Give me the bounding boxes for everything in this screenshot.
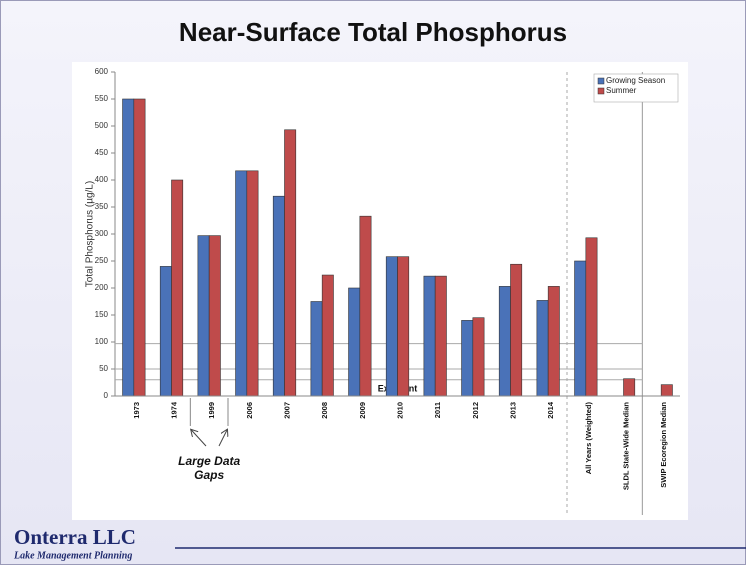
bar (246, 170, 259, 397)
gap-arrow (218, 430, 227, 447)
bar (385, 256, 398, 397)
y-tick-label: 350 (95, 202, 109, 211)
company-name: Onterra LLC (14, 525, 136, 549)
y-tick-label: 400 (95, 175, 109, 184)
bar (359, 215, 372, 397)
bar (574, 260, 587, 397)
bar (461, 320, 474, 397)
bar (122, 98, 135, 397)
x-tick-label: 2012 (471, 402, 480, 419)
bar (397, 256, 410, 397)
bar (272, 195, 285, 397)
y-tick-label: 500 (95, 121, 109, 130)
y-tick-label: 0 (104, 391, 109, 400)
x-tick-label: 2010 (395, 402, 404, 419)
x-tick-label: SWIP Ecoregion Median (659, 402, 668, 488)
bar (197, 235, 210, 397)
bar (208, 235, 221, 397)
bar (284, 129, 297, 397)
y-tick-label: 50 (99, 364, 108, 373)
bar (310, 301, 323, 397)
bar (159, 266, 172, 397)
bar (585, 237, 598, 397)
bar (423, 275, 436, 397)
y-tick-label: 150 (95, 310, 109, 319)
x-tick-label: 2009 (358, 402, 367, 419)
y-tick-label: 300 (95, 229, 109, 238)
x-tick-label: 1974 (169, 401, 178, 419)
legend-box (593, 73, 679, 103)
bar (235, 170, 248, 397)
company-tagline: Lake Management Planning (13, 550, 132, 561)
x-tick-label: SLDL State-Wide Median (621, 402, 630, 491)
bar (660, 384, 673, 397)
x-tick-label: 2014 (546, 401, 555, 419)
y-tick-label: 100 (95, 337, 109, 346)
bar (547, 286, 560, 397)
legend-label: Summer (606, 86, 637, 95)
bar (321, 274, 334, 397)
bar (472, 317, 485, 397)
bar (623, 378, 636, 397)
slide-title: Near-Surface Total Phosphorus (179, 17, 567, 47)
bar (171, 179, 184, 397)
annotation: Gaps (194, 468, 224, 482)
y-tick-label: 600 (95, 67, 109, 76)
y-tick-label: 200 (95, 283, 109, 292)
annotation: Large Data (178, 454, 240, 468)
bar (498, 286, 511, 397)
bar (434, 275, 447, 397)
legend-swatch (597, 87, 605, 95)
x-tick-label: 2013 (508, 402, 517, 419)
legend-label: Growing Season (606, 76, 665, 85)
x-tick-label: 2011 (433, 402, 442, 418)
x-tick-label: 2006 (245, 402, 254, 419)
x-tick-label: 1999 (207, 402, 216, 419)
bar (133, 98, 146, 397)
y-tick-label: 550 (95, 94, 109, 103)
x-tick-label: 1973 (132, 402, 141, 419)
x-tick-label: 2008 (320, 402, 329, 419)
y-tick-label: 450 (95, 148, 109, 157)
gap-arrow (191, 430, 207, 447)
y-axis-label: Total Phosphorus (µg/L) (85, 181, 96, 287)
y-tick-label: 250 (95, 256, 109, 265)
bar (510, 263, 523, 397)
x-tick-label: 2007 (282, 402, 291, 419)
bar (348, 287, 361, 397)
bar (536, 300, 549, 397)
legend-swatch (597, 77, 605, 85)
x-tick-label: All Years (Weighted) (584, 402, 593, 475)
